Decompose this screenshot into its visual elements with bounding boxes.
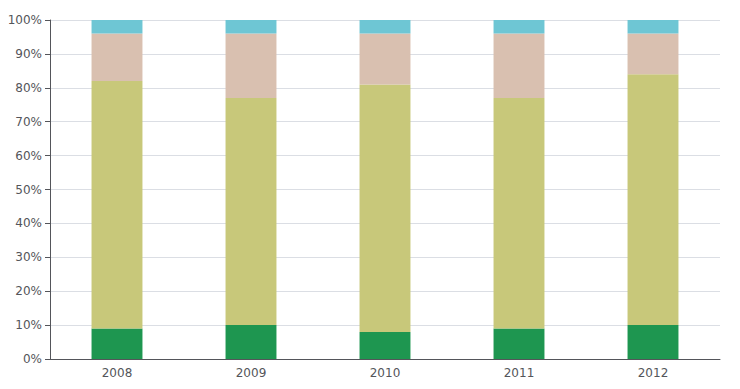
svg-text:0%: 0% — [23, 352, 42, 366]
svg-text:50%: 50% — [15, 183, 42, 197]
svg-text:40%: 40% — [15, 216, 42, 230]
svg-text:2012: 2012 — [638, 366, 669, 380]
svg-text:100%: 100% — [8, 13, 42, 27]
svg-text:2008: 2008 — [102, 366, 133, 380]
svg-text:30%: 30% — [15, 250, 42, 264]
svg-text:2009: 2009 — [236, 366, 267, 380]
svg-text:80%: 80% — [15, 81, 42, 95]
svg-text:70%: 70% — [15, 115, 42, 129]
svg-text:60%: 60% — [15, 149, 42, 163]
svg-text:2011: 2011 — [504, 366, 535, 380]
svg-text:20%: 20% — [15, 284, 42, 298]
svg-text:10%: 10% — [15, 318, 42, 332]
svg-text:2010: 2010 — [370, 366, 401, 380]
svg-text:90%: 90% — [15, 47, 42, 61]
